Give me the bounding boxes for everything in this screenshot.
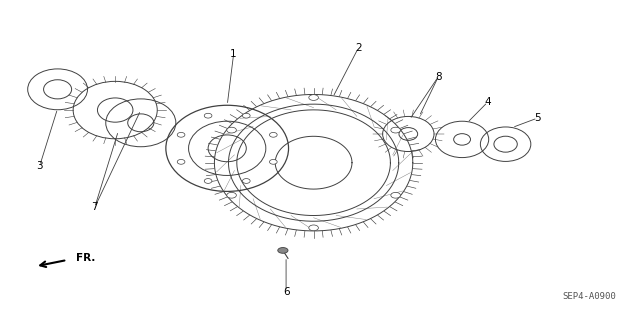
Ellipse shape (177, 160, 185, 164)
Ellipse shape (204, 113, 212, 118)
Ellipse shape (308, 95, 319, 100)
Ellipse shape (227, 192, 236, 198)
Text: 1: 1 (230, 49, 237, 59)
Ellipse shape (391, 192, 401, 198)
Text: 5: 5 (534, 113, 541, 123)
Text: 2: 2 (355, 43, 362, 53)
Text: 8: 8 (435, 71, 442, 82)
Text: 4: 4 (484, 97, 491, 107)
Ellipse shape (269, 160, 277, 164)
Ellipse shape (308, 225, 319, 231)
Ellipse shape (243, 113, 250, 118)
Text: 7: 7 (92, 202, 98, 212)
Ellipse shape (227, 127, 236, 133)
Ellipse shape (391, 127, 401, 133)
Text: FR.: FR. (76, 253, 95, 263)
Ellipse shape (177, 132, 185, 137)
Ellipse shape (278, 248, 288, 253)
Ellipse shape (269, 132, 277, 137)
Text: 3: 3 (36, 161, 43, 171)
Text: 6: 6 (283, 287, 289, 297)
Text: SEP4-A0900: SEP4-A0900 (562, 292, 616, 301)
Ellipse shape (204, 179, 212, 183)
Ellipse shape (243, 179, 250, 183)
